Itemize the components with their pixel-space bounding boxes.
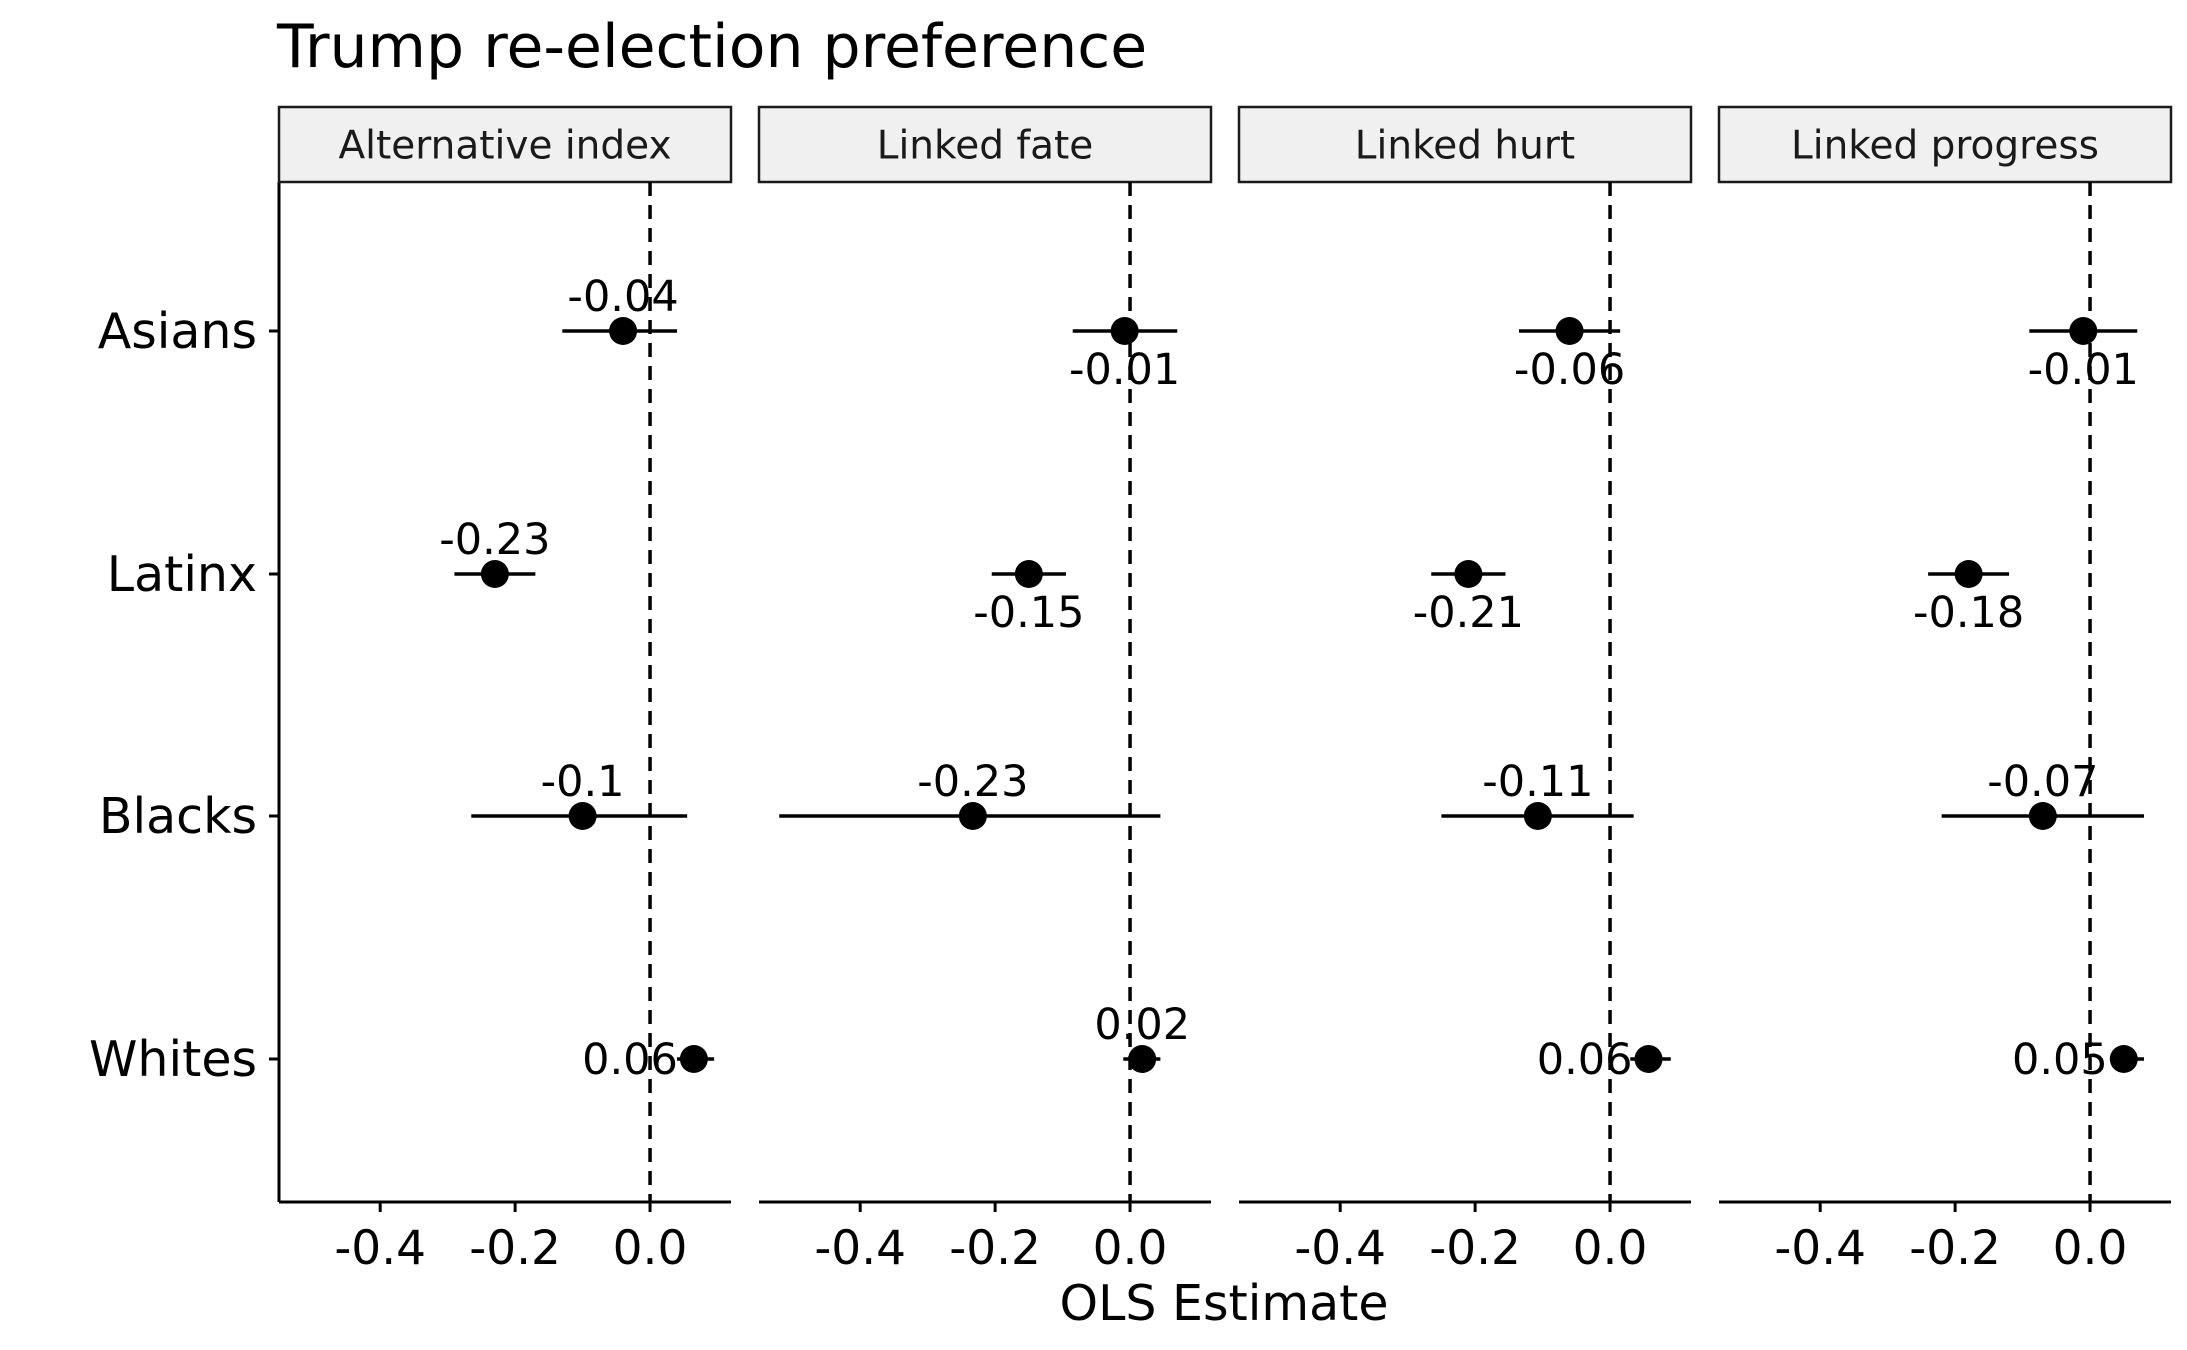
estimate-point-latinx [1454,560,1483,588]
data-label-whites: 0.05 [2012,1035,2108,1085]
x-tick-label: 0.0 [1093,1221,1168,1276]
data-label-whites: 0.06 [1537,1035,1633,1085]
x-tick-label: -0.4 [1294,1221,1386,1276]
estimate-point-whites [2109,1045,2138,1073]
facet-strip [1237,105,1693,184]
y-tick-label-asians: Asians [98,303,257,360]
panel-linked-progress: Linked progress -0.4 -0.2 0.0 -0.01 -0.18 -0.0… [1717,105,2173,1276]
data-label-whites: 0.02 [1094,1000,1190,1050]
x-tick-label: 0.0 [1573,1221,1648,1276]
x-tick-label: -0.2 [1429,1221,1521,1276]
y-tick-label-whites: Whites [89,1031,257,1088]
x-tick-label: -0.2 [949,1221,1041,1276]
x-tick-label: 0.0 [2053,1221,2128,1276]
x-tick-label: -0.4 [334,1221,426,1276]
facet-strip-label: Linked hurt [1355,124,1575,169]
facet-strip [757,105,1213,184]
estimate-point-latinx [480,560,509,588]
x-tick-label: -0.4 [814,1221,906,1276]
estimate-point-asians [2069,317,2098,345]
estimate-point-asians [609,317,638,345]
estimate-point-latinx [1954,560,1983,588]
data-label-latinx: -0.23 [439,515,550,565]
data-label-whites: 0.06 [582,1035,678,1085]
y-tick-label-latinx: Latinx [107,546,257,603]
data-label-latinx: -0.15 [973,588,1084,638]
chart-title: Trump re-election preference [276,12,1147,82]
estimate-point-whites [1634,1045,1663,1073]
facet-strip-label: Linked progress [1791,124,2099,169]
estimate-point-blacks [2028,802,2057,830]
y-tick-label-blacks: Blacks [99,788,257,845]
x-tick-label: 0.0 [613,1221,688,1276]
x-tick-label: -0.2 [469,1221,561,1276]
estimate-point-blacks [958,802,987,830]
facet-strip [277,105,733,184]
x-tick-label: -0.4 [1774,1221,1866,1276]
data-label-blacks: -0.23 [917,757,1028,807]
estimate-point-asians [1110,317,1139,345]
estimate-point-whites [679,1045,708,1073]
estimate-point-blacks [1523,802,1552,830]
facet-strip-label: Linked fate [877,124,1094,169]
facet-strip [1717,105,2173,184]
x-axis-title: OLS Estimate [1060,1275,1389,1332]
data-label-blacks: -0.11 [1482,757,1593,807]
facet-strip-label: Alternative index [338,124,671,169]
data-label-latinx: -0.21 [1413,588,1524,638]
estimate-point-asians [1555,317,1584,345]
estimate-point-whites [1128,1045,1157,1073]
data-label-latinx: -0.18 [1913,588,2024,638]
data-label-asians: -0.04 [567,272,678,322]
panel-linked-hurt: Linked hurt -0.4 -0.2 0.0 -0.06 -0.21 -0.11 0.0… [1237,105,1693,1276]
data-label-asians: -0.06 [1514,345,1625,395]
panel-linked-fate: Linked fate -0.4 -0.2 0.0 -0.01 -0.15 -0.23 0.0… [757,105,1213,1276]
data-label-asians: -0.01 [1069,345,1180,395]
estimate-point-blacks [568,802,597,830]
data-label-asians: -0.01 [2028,345,2139,395]
x-tick-label: -0.2 [1909,1221,2001,1276]
data-label-blacks: -0.1 [541,757,625,807]
estimate-point-latinx [1014,560,1043,588]
panel-alternative-index: Alternative index -0.4 -0.2 0.0 -0.04 -0.23 -0… [277,105,733,1276]
data-label-blacks: -0.07 [1987,757,2098,807]
